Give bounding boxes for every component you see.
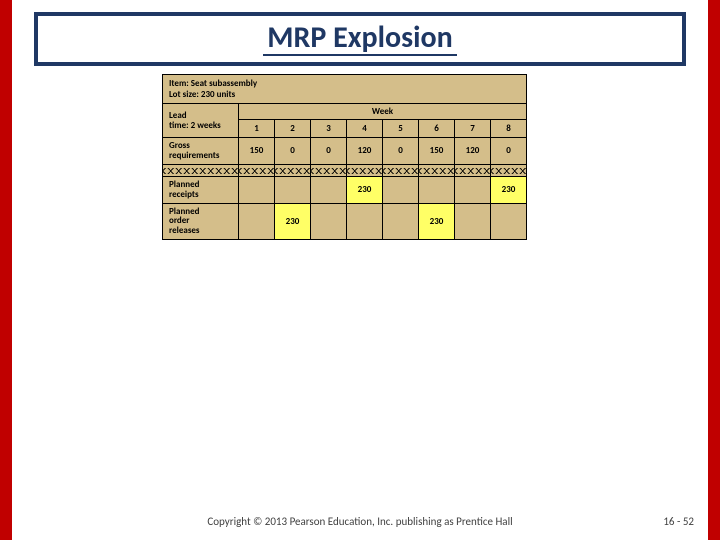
release-cell	[311, 203, 347, 240]
week-num: 8	[491, 120, 527, 138]
planned-releases-row: Plannedorderreleases 230 230	[163, 203, 527, 240]
planned-cell	[383, 176, 419, 203]
page-number: 16 - 52	[663, 515, 694, 528]
copyright-footer: Copyright © 2013 Pearson Education, Inc.…	[0, 515, 720, 528]
gross-cell: 120	[347, 138, 383, 165]
release-cell: 230	[275, 203, 311, 240]
zigzag	[163, 164, 527, 176]
gross-cell: 0	[491, 138, 527, 165]
planned-receipts-row: Plannedreceipts 230 230	[163, 176, 527, 203]
planned-cell	[275, 176, 311, 203]
planned-cell: 230	[491, 176, 527, 203]
release-cell	[491, 203, 527, 240]
planned-cell	[419, 176, 455, 203]
week-num: 4	[347, 120, 383, 138]
week-num: 3	[311, 120, 347, 138]
planned-cell	[239, 176, 275, 203]
mrp-table: Item: Seat subassembly Lot size: 230 uni…	[162, 74, 527, 240]
week-num: 2	[275, 120, 311, 138]
releases-label: Plannedorderreleases	[163, 203, 239, 240]
gross-cell: 0	[383, 138, 419, 165]
week-num: 7	[455, 120, 491, 138]
release-cell	[455, 203, 491, 240]
item-header: Item: Seat subassembly Lot size: 230 uni…	[163, 75, 527, 104]
week-num: 6	[419, 120, 455, 138]
week-num: 1	[239, 120, 275, 138]
gross-cell: 0	[311, 138, 347, 165]
slide-title: MRP Explosion	[263, 22, 456, 56]
release-cell	[347, 203, 383, 240]
gross-label: Grossrequirements	[163, 138, 239, 165]
title-box: MRP Explosion	[34, 12, 686, 66]
lot-line: Lot size: 230 units	[169, 89, 520, 100]
release-cell	[383, 203, 419, 240]
release-cell: 230	[419, 203, 455, 240]
planned-cell: 230	[347, 176, 383, 203]
planned-label: Plannedreceipts	[163, 176, 239, 203]
gross-cell: 0	[275, 138, 311, 165]
week-header: Week	[239, 104, 527, 120]
planned-cell	[311, 176, 347, 203]
gross-cell: 150	[239, 138, 275, 165]
item-line: Item: Seat subassembly	[169, 78, 520, 89]
planned-cell	[455, 176, 491, 203]
gross-cell: 150	[419, 138, 455, 165]
week-num: 5	[383, 120, 419, 138]
lead-time-label: Lead time: 2 weeks	[163, 104, 239, 138]
gross-cell: 120	[455, 138, 491, 165]
gross-row: Grossrequirements 150 0 0 120 0 150 120 …	[163, 138, 527, 165]
release-cell	[239, 203, 275, 240]
